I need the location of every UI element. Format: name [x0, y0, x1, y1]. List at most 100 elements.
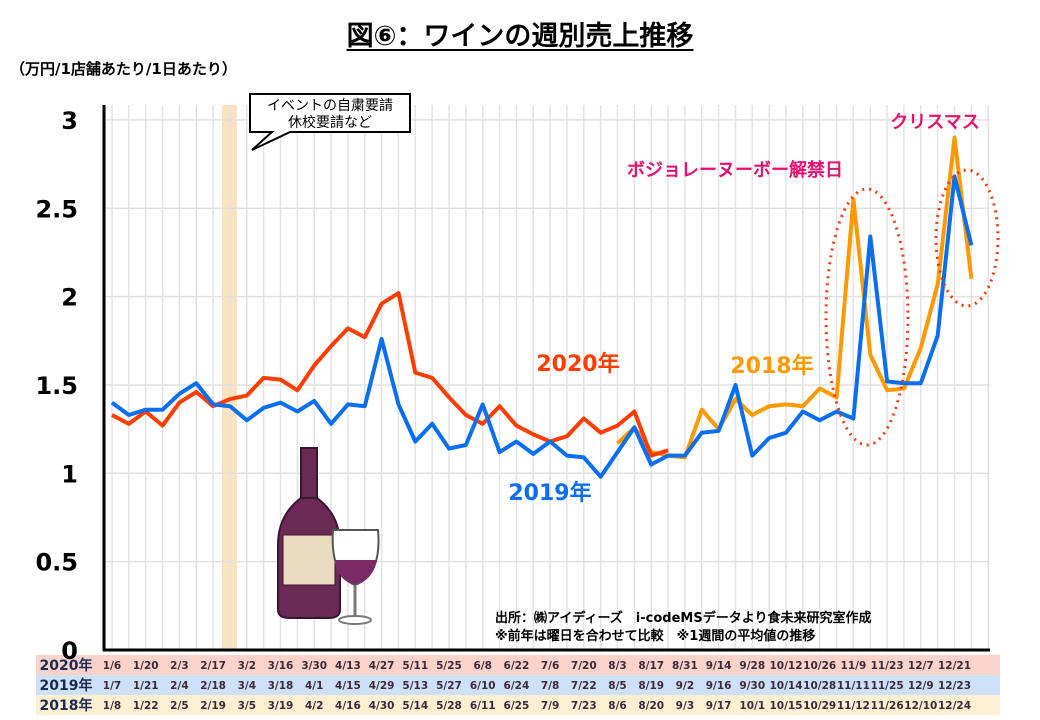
x-tick-label: 11/11: [837, 680, 870, 692]
axis-row-2020: [36, 655, 1000, 675]
x-tick-label: 2/18: [200, 680, 226, 692]
christmas-highlight-ellipse: [934, 168, 1000, 308]
x-tick-label: 9/17: [706, 700, 732, 712]
x-tick-label: 7/8: [541, 680, 559, 692]
x-tick-label: 8/3: [608, 660, 626, 672]
x-tick-label: 7/9: [541, 700, 559, 712]
wine-bottle-glass-illustration: [277, 447, 380, 625]
x-tick-label: 4/15: [335, 680, 361, 692]
x-tick-label: 6/24: [504, 680, 530, 692]
x-tick-label: 1/21: [133, 680, 159, 692]
x-tick-label: 6/8: [473, 660, 491, 672]
series-line-2020: [111, 291, 669, 458]
x-tick-label: 10/29: [803, 700, 836, 712]
x-tick-label: 5/13: [402, 680, 428, 692]
axis-row-2018: [36, 695, 1000, 715]
chart-title-text: 図⑥：ワインの週別売上推移: [346, 21, 694, 52]
x-tick-label: 12/23: [938, 680, 971, 692]
x-tick-label: 5/25: [436, 660, 462, 672]
x-tick-label: 9/3: [676, 700, 694, 712]
row-label-2020: 2020年: [40, 657, 93, 674]
x-tick-label: 11/26: [871, 700, 904, 712]
y-tick-label: 0.5: [35, 549, 78, 577]
x-tick-label: 2/4: [170, 680, 188, 692]
x-tick-label: 2/19: [200, 700, 226, 712]
x-tick-label: 1/20: [133, 660, 159, 672]
source-note-2: ※前年は曜日を合わせて比較 ※1週間の平均値の推移: [495, 628, 815, 644]
x-tick-label: 3/2: [238, 660, 256, 672]
x-tick-label: 10/1: [739, 700, 765, 712]
x-tick-label: 10/28: [803, 680, 836, 692]
series-line-2019: [110, 174, 974, 479]
x-tick-label: 1/6: [103, 660, 121, 672]
beaujolais-label: ボジョレーヌーボー解禁日: [627, 159, 843, 181]
x-tick-label: 8/5: [608, 680, 626, 692]
x-tick-label: 12/7: [908, 660, 934, 672]
y-tick-label: 3: [61, 107, 78, 135]
x-tick-label: 5/11: [402, 660, 428, 672]
row-label-2018: 2018年: [40, 697, 93, 714]
x-tick-label: 3/4: [238, 680, 256, 692]
x-tick-label: 3/5: [238, 700, 256, 712]
x-tick-label: 6/25: [504, 700, 530, 712]
x-tick-label: 9/16: [706, 680, 732, 692]
series-line-2018: [616, 135, 974, 460]
y-tick-label: 1.5: [35, 372, 78, 400]
y-tick-label: 2.5: [35, 195, 78, 223]
x-tick-label: 12/21: [938, 660, 971, 672]
x-tick-label: 7/23: [571, 700, 597, 712]
x-tick-label: 11/25: [871, 680, 904, 692]
y-tick-label: 0: [61, 637, 78, 665]
x-tick-label: 11/12: [837, 700, 870, 712]
x-tick-label: 11/9: [841, 660, 867, 672]
row-label-2019: 2019年: [40, 677, 93, 694]
callout-line-2: 休校要請など: [288, 114, 372, 131]
x-tick-label: 7/22: [571, 680, 597, 692]
x-tick-label: 3/18: [268, 680, 294, 692]
x-tick-label: 5/28: [436, 700, 462, 712]
x-tick-label: 8/19: [638, 680, 664, 692]
x-tick-label: 12/10: [904, 700, 937, 712]
x-tick-label: 8/6: [608, 700, 626, 712]
chart-title: 図⑥：ワインの週別売上推移: [0, 14, 1040, 53]
x-tick-label: 4/27: [369, 660, 395, 672]
x-tick-label: 9/2: [676, 680, 694, 692]
x-tick-label: 2/3: [170, 660, 188, 672]
x-tick-label: 1/22: [133, 700, 159, 712]
y-tick-label: 2: [61, 284, 78, 312]
x-tick-label: 2/5: [170, 700, 188, 712]
x-tick-label: 10/14: [769, 680, 802, 692]
legend-2018: 2018年: [730, 353, 813, 379]
y-axis-unit: （万円/1店舗あたり/1日あたり）: [10, 60, 237, 78]
x-tick-label: 4/16: [335, 700, 361, 712]
x-tick-label: 7/6: [541, 660, 559, 672]
x-tick-label: 10/15: [769, 700, 802, 712]
x-tick-label: 9/14: [706, 660, 732, 672]
x-tick-label: 10/26: [803, 660, 836, 672]
x-tick-label: 1/8: [103, 700, 121, 712]
x-tick-label: 6/10: [470, 680, 496, 692]
y-tick-label: 1: [61, 460, 78, 488]
x-tick-label: 5/14: [402, 700, 428, 712]
x-tick-label: 1/7: [103, 680, 121, 692]
x-tick-label: 2/17: [200, 660, 226, 672]
x-tick-label: 6/22: [504, 660, 530, 672]
event-callout: イベントの自粛要請 休校要請など: [249, 93, 411, 151]
source-note-1: 出所：㈱アイディーズ i-codeMSデータより食未来研究室作成: [495, 610, 871, 626]
x-tick-label: 12/24: [938, 700, 971, 712]
x-tick-label: 11/23: [871, 660, 904, 672]
x-tick-label: 8/20: [638, 700, 664, 712]
legend-2019: 2019年: [508, 480, 591, 506]
x-tick-label: 7/20: [571, 660, 597, 672]
x-tick-label: 9/30: [739, 680, 765, 692]
x-tick-label: 3/16: [268, 660, 294, 672]
x-tick-label: 5/27: [436, 680, 462, 692]
x-tick-label: 6/11: [470, 700, 496, 712]
x-tick-label: 4/2: [305, 700, 323, 712]
legend-2020: 2020年: [536, 351, 619, 377]
x-tick-label: 12/9: [908, 680, 934, 692]
x-tick-label: 4/30: [369, 700, 395, 712]
x-tick-label: 8/31: [672, 660, 698, 672]
x-tick-label: 4/13: [335, 660, 361, 672]
